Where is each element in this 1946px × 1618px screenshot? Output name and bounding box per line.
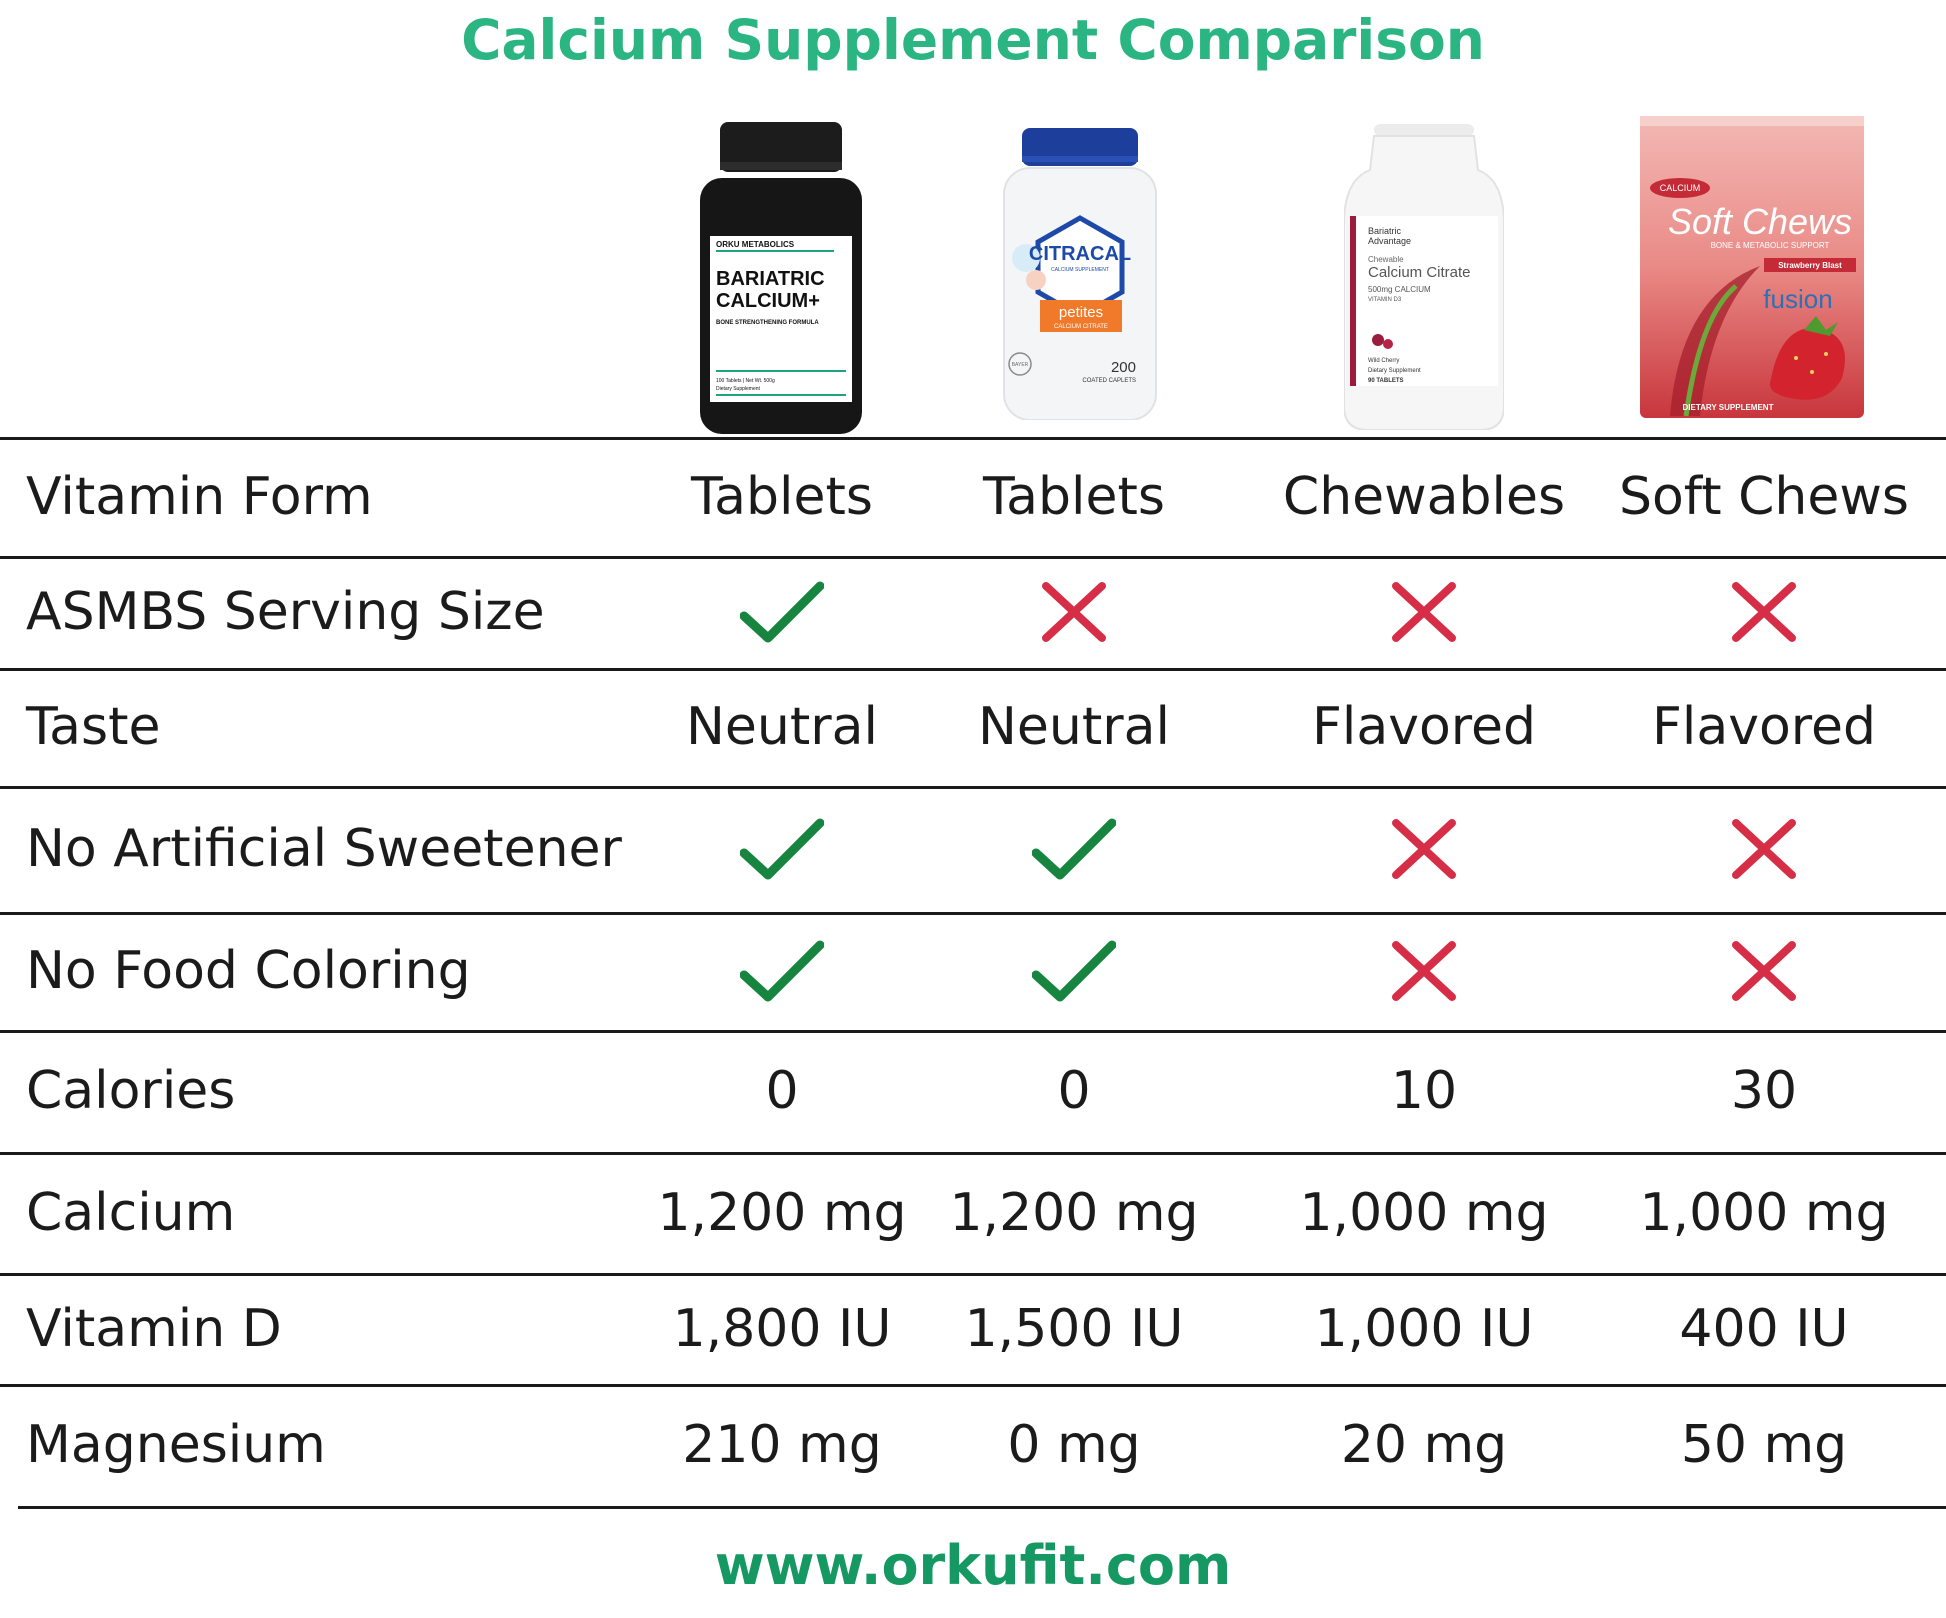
table-cell: Tablets [983,466,1165,527]
ba-line-4: VITAMIN D3 [1368,297,1402,303]
orku-tagline: BONE STRENGTHENING FORMULA [716,320,819,326]
table-cell: 30 [1730,1061,1798,1121]
table-cell: 1,800 IU [672,1298,892,1359]
table-cell: 1,200 mg [657,1182,907,1243]
row-label: Vitamin Form [26,466,373,527]
table-cell: 1,500 IU [964,1298,1184,1359]
ba-count: 90 TABLETS [1368,378,1404,384]
row-divider [0,668,1946,671]
check-icon [1032,940,1116,1002]
table-cell: 1,000 IU [1314,1298,1534,1359]
table-cell: 210 mg [682,1415,882,1475]
product-image-citracal: CITRACAL CALCIUM SUPPLEMENT petites CALC… [1003,128,1157,420]
table-cell: Flavored [1311,697,1537,757]
table-cell: 0 [765,1061,799,1121]
table-cell: Chewables [1282,466,1566,527]
row-label: No Food Coloring [26,941,471,1001]
orku-fine-print-2: Dietary Supplement [716,386,761,392]
cross-icon [1392,819,1456,879]
footer-url: www.orkufit.com [714,1534,1232,1597]
citracal-badge-sub: CALCIUM CITRATE [1054,324,1108,330]
ba-line-2: Calcium Citrate [1368,264,1471,281]
table-cell: 0 mg [1007,1415,1141,1475]
table-cell: 1,000 mg [1639,1182,1889,1243]
row-label: Taste [26,697,161,757]
table-cell: Flavored [1651,697,1877,757]
table-cell: 20 mg [1340,1415,1508,1475]
row-divider [0,1273,1946,1276]
table-cell: 10 [1390,1061,1458,1121]
check-icon [740,940,824,1002]
row-label: Calcium [26,1182,236,1243]
citracal-sub: CALCIUM SUPPLEMENT [1051,267,1109,273]
ba-brand-2: Advantage [1368,236,1411,246]
row-divider [0,1030,1946,1033]
row-label: Magnesium [26,1415,326,1475]
orku-name-1: BARIATRIC [716,268,825,290]
cross-icon [1392,582,1456,642]
cross-icon [1392,941,1456,1001]
table-cell: Soft Chews [1618,466,1909,527]
softchews-top: CALCIUM [1660,183,1701,193]
table-cell: 1,200 mg [949,1182,1199,1243]
ba-line-1: Chewable [1368,255,1404,264]
table-cell: 400 IU [1679,1298,1849,1359]
table-cell: 0 [1057,1061,1091,1121]
row-label: No Artificial Sweetener [26,819,622,879]
product-image-soft-chews: CALCIUM Soft Chews BONE & METABOLIC SUPP… [1640,116,1864,418]
row-label: Vitamin D [26,1298,282,1359]
orku-fine-print: 100 Tablets | Net Wt. 500g [716,378,775,384]
page-title: Calcium Supplement Comparison [461,8,1485,72]
product-image-orku: ORKU METABOLICS BARIATRIC CALCIUM+ BONE … [700,122,862,434]
table-cell: Neutral [978,697,1170,757]
ba-brand-1: Bariatric [1368,226,1402,236]
row-divider [0,437,1946,440]
ba-flavor: Wild Cherry [1368,358,1399,364]
softchews-brand: fusion [1763,284,1832,314]
citracal-badge: petites [1059,304,1103,321]
ba-fine-print: Dietary Supplement [1368,368,1421,374]
softchews-bottom: DIETARY SUPPLEMENT [1683,403,1774,412]
table-cell: Neutral [686,697,878,757]
row-label: ASMBS Serving Size [26,582,545,642]
softchews-sub: BONE & METABOLIC SUPPORT [1711,241,1830,250]
product-images: ORKU METABOLICS BARIATRIC CALCIUM+ BONE … [0,110,1946,434]
citracal-brand: CITRACAL [1029,243,1131,265]
orku-name-2: CALCIUM+ [716,290,820,312]
row-divider [0,1384,1946,1387]
citracal-count-label: COATED CAPLETS [1082,378,1136,384]
product-image-bariatric-advantage: Bariatric Advantage Chewable Calcium Cit… [1344,124,1504,430]
citracal-maker: BAYER [1012,362,1029,368]
cross-icon [1042,582,1106,642]
cross-icon [1732,582,1796,642]
table-cell: 50 mg [1680,1415,1848,1475]
table-cell: 1,000 mg [1299,1182,1549,1243]
softchews-name: Soft Chews [1668,201,1852,242]
check-icon [1032,818,1116,880]
cross-icon [1732,819,1796,879]
row-divider [18,1506,1946,1509]
row-label: Calories [26,1061,236,1121]
check-icon [740,818,824,880]
row-divider [0,912,1946,915]
row-divider [0,556,1946,559]
citracal-count: 200 [1111,359,1136,376]
check-icon [740,581,824,643]
ba-line-3: 500mg CALCIUM [1368,285,1431,294]
row-divider [0,1152,1946,1155]
orku-brand: ORKU METABOLICS [716,240,795,249]
cross-icon [1732,941,1796,1001]
softchews-flavor: Strawberry Blast [1778,261,1842,270]
row-divider [0,786,1946,789]
table-cell: Tablets [691,466,873,527]
